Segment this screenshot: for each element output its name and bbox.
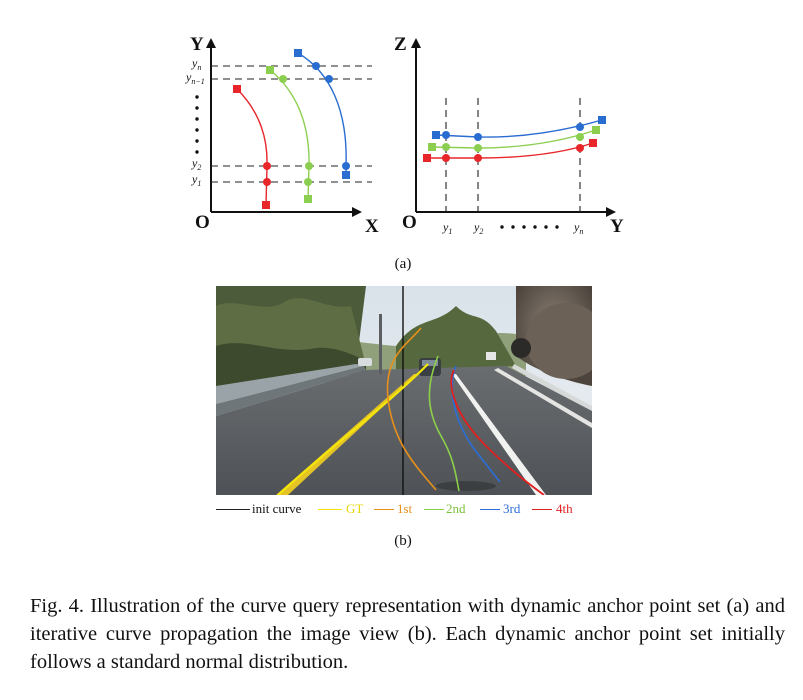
xy-y-axis-label: Y	[190, 34, 204, 55]
second-iter-curve	[428, 355, 460, 492]
xy-origin-label: O	[195, 212, 210, 233]
fourth-iter-curve	[450, 369, 545, 495]
zy-z-axis-label: Z	[394, 34, 407, 55]
zy-dashed-guides	[445, 98, 581, 212]
xy-plot: Y X O yn yn−1 y2 y1	[185, 34, 379, 237]
tick-y2: y2	[191, 156, 201, 172]
tick-zy-y1: y1	[442, 220, 452, 236]
tick-zy-y2: y2	[473, 220, 483, 236]
zy-red-curve	[423, 139, 597, 162]
figure-caption: Fig. 4. Illustration of the curve query …	[30, 595, 785, 673]
tick-yn: yn	[191, 56, 201, 72]
zy-origin-label: O	[402, 212, 417, 233]
zy-ellipsis-dots	[500, 225, 559, 229]
xy-x-axis-label: X	[365, 216, 379, 237]
xy-green-curve	[266, 66, 313, 203]
first-iter-curve	[386, 327, 437, 491]
zy-green-curve	[428, 126, 600, 152]
zy-y-axis-label: Y	[610, 216, 624, 237]
panel-a-label: (a)	[394, 256, 412, 272]
zy-plot: Z Y O y1 y2 yn	[394, 34, 624, 237]
xy-ellipsis-dots	[195, 95, 199, 154]
tick-yn-1: yn−1	[185, 70, 205, 86]
panel-b-label: (b)	[394, 533, 412, 549]
third-iter-curve	[451, 365, 501, 483]
tick-zy-yn: yn	[573, 220, 583, 236]
tick-y1: y1	[191, 172, 201, 188]
road-scene-image	[216, 286, 592, 495]
xy-red-curve	[233, 85, 271, 209]
gt-curve	[277, 363, 429, 495]
panel-b-legend: init curve GT 1st 2nd 3rd 4th	[214, 500, 594, 518]
panel-a-diagram: Y X O yn yn−1 y2 y1	[185, 34, 624, 237]
xy-blue-curve	[294, 49, 350, 179]
zy-blue-curve	[432, 116, 606, 141]
